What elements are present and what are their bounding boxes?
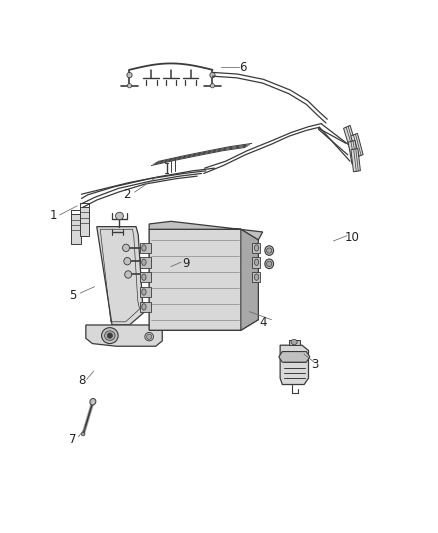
Ellipse shape [142, 289, 146, 295]
Ellipse shape [254, 259, 259, 265]
Polygon shape [86, 325, 162, 346]
Ellipse shape [90, 399, 96, 405]
Ellipse shape [142, 304, 146, 310]
Polygon shape [149, 229, 258, 330]
Polygon shape [141, 302, 151, 312]
Ellipse shape [291, 340, 297, 345]
Ellipse shape [81, 433, 85, 436]
Ellipse shape [124, 257, 131, 265]
Ellipse shape [142, 274, 146, 280]
Ellipse shape [142, 245, 146, 251]
Ellipse shape [142, 259, 146, 265]
Ellipse shape [125, 271, 132, 278]
Ellipse shape [254, 245, 259, 251]
Ellipse shape [265, 246, 274, 255]
Ellipse shape [267, 248, 272, 253]
Text: 6: 6 [239, 61, 247, 74]
Text: 5: 5 [69, 289, 76, 302]
Polygon shape [252, 243, 261, 253]
Polygon shape [280, 345, 308, 384]
Polygon shape [351, 133, 363, 157]
Ellipse shape [210, 84, 215, 88]
Polygon shape [252, 257, 261, 268]
Polygon shape [348, 140, 359, 164]
Ellipse shape [105, 331, 115, 341]
Ellipse shape [102, 328, 118, 344]
Text: 8: 8 [78, 374, 85, 387]
Polygon shape [252, 272, 261, 282]
Text: 1: 1 [49, 209, 57, 222]
Polygon shape [289, 340, 300, 345]
Polygon shape [279, 352, 310, 362]
Polygon shape [141, 272, 151, 282]
Ellipse shape [127, 84, 132, 88]
Text: 4: 4 [259, 316, 266, 329]
Text: 10: 10 [345, 231, 360, 244]
Polygon shape [351, 149, 360, 172]
Polygon shape [71, 214, 81, 244]
Ellipse shape [127, 72, 132, 78]
Text: 7: 7 [69, 433, 77, 446]
Ellipse shape [145, 333, 153, 341]
Ellipse shape [147, 334, 152, 340]
Polygon shape [97, 227, 145, 325]
Polygon shape [141, 287, 151, 297]
Ellipse shape [116, 212, 124, 220]
Polygon shape [141, 257, 151, 268]
Ellipse shape [210, 72, 215, 78]
Ellipse shape [123, 244, 130, 252]
Ellipse shape [265, 259, 274, 269]
Text: 2: 2 [124, 188, 131, 201]
Polygon shape [149, 221, 263, 240]
Polygon shape [241, 229, 258, 330]
Text: 9: 9 [183, 257, 190, 270]
Text: 3: 3 [311, 358, 319, 372]
Polygon shape [343, 125, 357, 149]
Polygon shape [141, 243, 151, 253]
Polygon shape [80, 207, 89, 236]
Ellipse shape [267, 261, 272, 266]
Ellipse shape [107, 333, 113, 338]
Ellipse shape [254, 274, 259, 280]
